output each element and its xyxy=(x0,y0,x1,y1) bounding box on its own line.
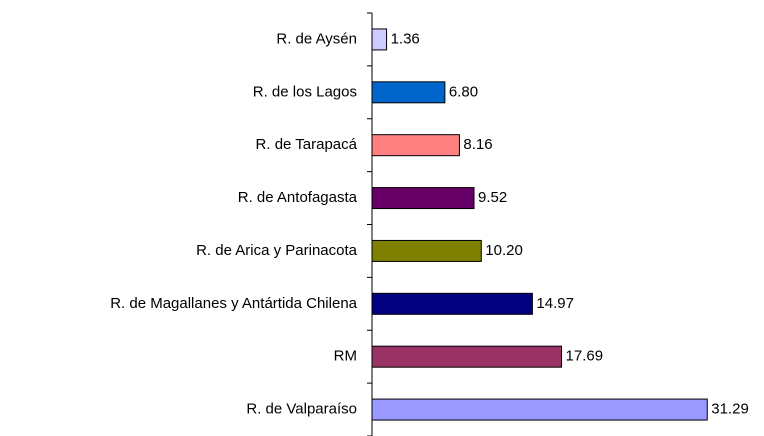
bar xyxy=(371,187,475,210)
bar xyxy=(371,81,446,104)
y-tick-label: R. de Aysén xyxy=(276,30,357,47)
bar xyxy=(371,28,388,51)
bar xyxy=(371,345,563,368)
data-label: 14.97 xyxy=(536,295,574,312)
data-label: 10.20 xyxy=(485,242,523,259)
y-tick-label: R. de los Lagos xyxy=(253,83,357,100)
data-label: 1.36 xyxy=(391,30,420,47)
bar xyxy=(371,239,482,262)
y-tick-label: R. de Valparaíso xyxy=(246,401,357,418)
y-tick-label: R. de Magallanes y Antártida Chilena xyxy=(110,295,357,312)
y-tick-label: R. de Tarapacá xyxy=(256,136,358,153)
y-tick-label: R. de Antofagasta xyxy=(238,189,358,206)
y-tick-label: R. de Arica y Parinacota xyxy=(196,242,358,259)
bar xyxy=(371,292,533,315)
bar xyxy=(371,134,460,157)
data-label: 8.16 xyxy=(463,136,492,153)
data-label: 9.52 xyxy=(478,189,507,206)
data-label: 31.29 xyxy=(711,401,749,418)
data-label: 6.80 xyxy=(449,83,478,100)
data-label: 17.69 xyxy=(566,348,604,365)
y-tick-label: RM xyxy=(334,348,357,365)
bar xyxy=(371,398,708,421)
